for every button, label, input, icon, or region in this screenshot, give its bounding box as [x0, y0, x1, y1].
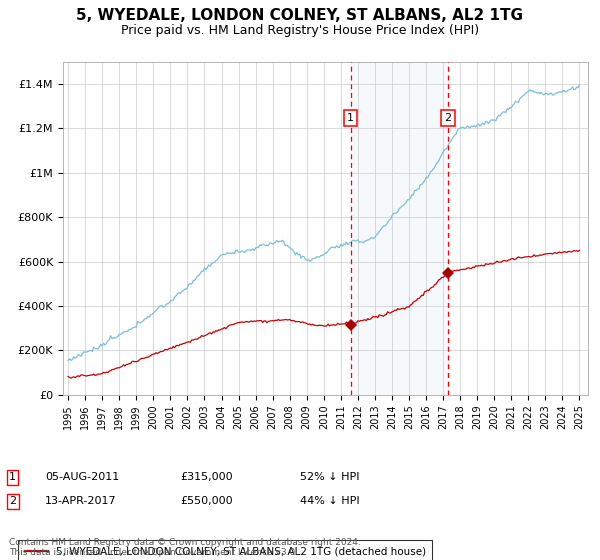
Text: 44% ↓ HPI: 44% ↓ HPI [300, 496, 359, 506]
Text: £550,000: £550,000 [180, 496, 233, 506]
Text: 1: 1 [347, 113, 354, 123]
Legend: 5, WYEDALE, LONDON COLNEY, ST ALBANS, AL2 1TG (detached house), HPI: Average pri: 5, WYEDALE, LONDON COLNEY, ST ALBANS, AL… [19, 540, 432, 560]
Text: 2: 2 [445, 113, 451, 123]
Text: 05-AUG-2011: 05-AUG-2011 [45, 472, 119, 482]
Text: 1: 1 [9, 472, 16, 482]
Text: Contains HM Land Registry data © Crown copyright and database right 2024.
This d: Contains HM Land Registry data © Crown c… [9, 538, 361, 557]
Text: 5, WYEDALE, LONDON COLNEY, ST ALBANS, AL2 1TG: 5, WYEDALE, LONDON COLNEY, ST ALBANS, AL… [77, 8, 523, 24]
Text: 52% ↓ HPI: 52% ↓ HPI [300, 472, 359, 482]
Text: 13-APR-2017: 13-APR-2017 [45, 496, 116, 506]
Text: Price paid vs. HM Land Registry's House Price Index (HPI): Price paid vs. HM Land Registry's House … [121, 24, 479, 37]
Bar [351, 62, 448, 395]
Text: £315,000: £315,000 [180, 472, 233, 482]
Text: 2: 2 [9, 496, 16, 506]
